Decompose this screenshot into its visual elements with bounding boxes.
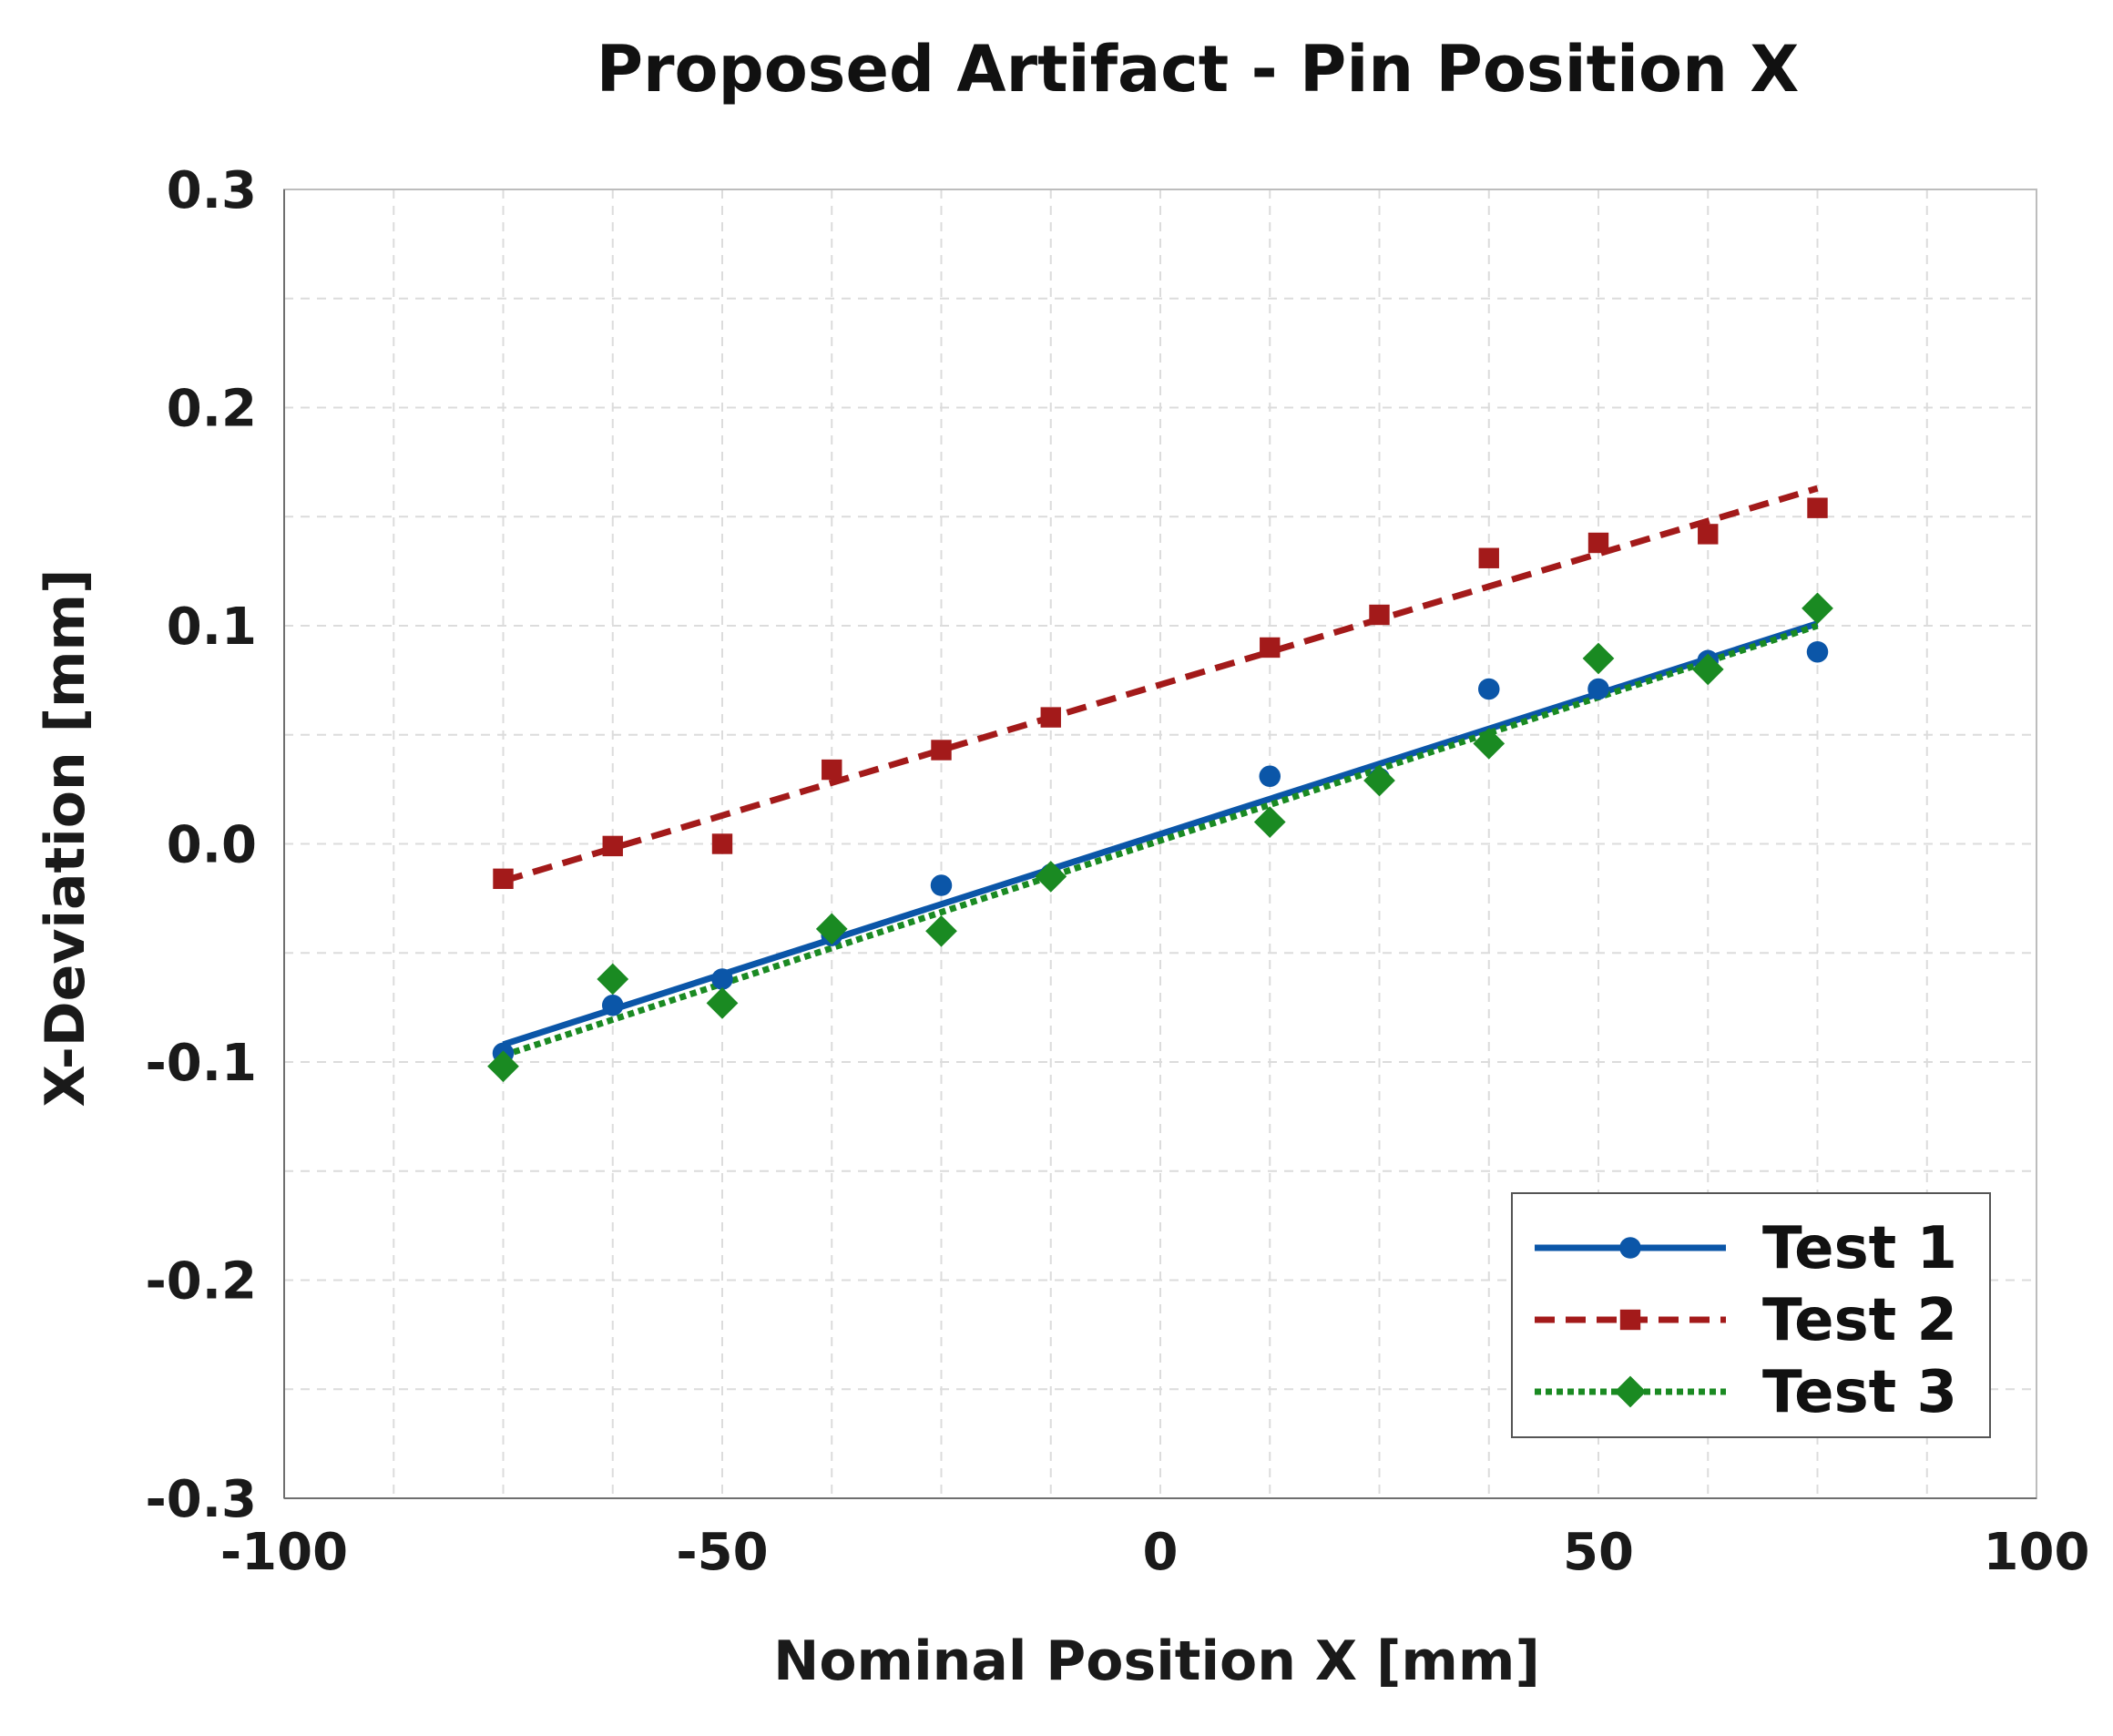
x-axis-title: Nominal Position X [mm] [773, 1629, 1540, 1693]
data-point-test-1 [1477, 678, 1500, 700]
legend-box [1511, 1192, 1991, 1438]
y-axis-title: X-Deviation [mm] [34, 569, 97, 1108]
y-tick-label: -0.1 [146, 1034, 257, 1093]
x-tick-label: 0 [1143, 1523, 1179, 1582]
legend-marker-test-1 [1619, 1237, 1641, 1259]
data-point-test-1 [930, 874, 953, 896]
fit-line-test-2 [502, 485, 1819, 884]
y-tick-label: 0.1 [167, 597, 257, 657]
data-point-test-3 [1363, 764, 1395, 797]
data-point-test-3 [1582, 642, 1615, 675]
data-point-test-2 [1260, 637, 1281, 659]
x-tick-label: -100 [220, 1523, 348, 1582]
data-point-test-3 [487, 1050, 519, 1083]
data-point-test-2 [1040, 707, 1061, 728]
y-tick-label: 0.0 [167, 816, 257, 875]
data-point-test-3 [1691, 653, 1724, 686]
data-point-test-2 [493, 868, 514, 890]
data-point-test-2 [1807, 497, 1828, 518]
legend-label-test-1: Test 1 [1762, 1215, 1957, 1282]
y-tick-label: 0.3 [167, 161, 257, 220]
data-point-test-2 [931, 740, 952, 761]
data-point-test-2 [711, 833, 733, 854]
x-tick-label: 50 [1563, 1523, 1634, 1582]
data-point-test-1 [1259, 765, 1281, 788]
data-point-test-1 [711, 968, 733, 990]
tick-labels: -100 -50 0 50 100 -0.3 -0.2 -0.1 0.0 0.1 0.2 0.3 [146, 161, 2090, 1582]
x-tick-label: 100 [1984, 1523, 2090, 1582]
data-point-test-1 [601, 994, 624, 1016]
axes [283, 189, 2037, 1499]
data-point-test-3 [597, 963, 629, 996]
data-point-test-3 [925, 914, 957, 947]
chart-title: Proposed Artifact - Pin Position X [597, 32, 1800, 107]
data-point-test-2 [602, 835, 623, 857]
data-point-test-2 [1698, 524, 1719, 545]
data-point-test-3 [1473, 727, 1506, 760]
data-point-test-1 [1806, 640, 1829, 663]
y-tick-label: 0.2 [167, 380, 257, 439]
data-point-test-2 [1369, 604, 1390, 626]
data-point-test-3 [1802, 592, 1833, 625]
data-point-test-3 [706, 986, 739, 1019]
data-point-test-3 [1035, 861, 1067, 893]
data-points [487, 497, 1833, 1083]
data-point-test-3 [1253, 806, 1286, 838]
y-tick-label: -0.2 [146, 1252, 257, 1312]
legend-label-test-3: Test 3 [1762, 1359, 1957, 1426]
data-point-test-3 [815, 913, 848, 945]
data-point-test-2 [822, 759, 842, 781]
data-point-test-2 [1587, 532, 1609, 554]
data-point-test-2 [1478, 547, 1499, 568]
data-point-test-1 [1587, 678, 1609, 700]
legend-marker-test-3 [1614, 1375, 1647, 1408]
legend-marker-test-2 [1619, 1309, 1641, 1331]
legend-label-test-2: Test 2 [1762, 1287, 1957, 1354]
x-tick-label: -50 [676, 1523, 768, 1582]
y-tick-label: -0.3 [146, 1470, 257, 1529]
